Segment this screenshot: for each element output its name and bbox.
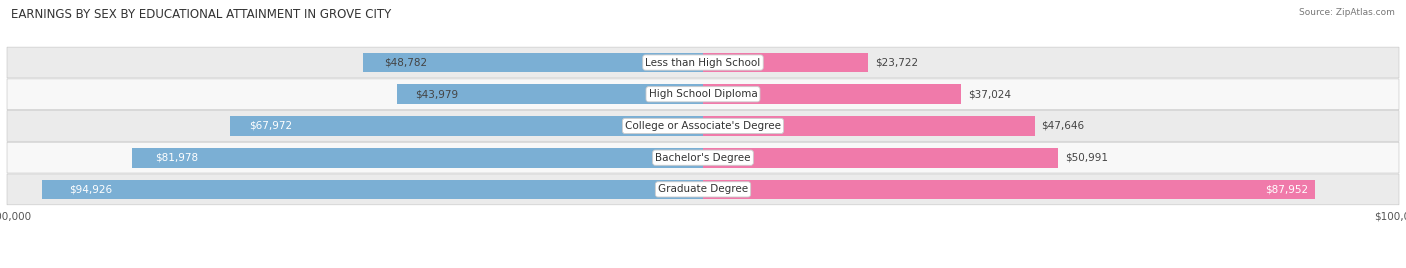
- Text: $67,972: $67,972: [249, 121, 292, 131]
- Text: $43,979: $43,979: [415, 89, 458, 99]
- FancyBboxPatch shape: [7, 79, 1399, 110]
- Text: $50,991: $50,991: [1064, 153, 1108, 163]
- Bar: [703, 148, 1057, 168]
- Text: $48,782: $48,782: [384, 58, 427, 68]
- Text: High School Diploma: High School Diploma: [648, 89, 758, 99]
- Bar: [364, 53, 703, 72]
- Text: EARNINGS BY SEX BY EDUCATIONAL ATTAINMENT IN GROVE CITY: EARNINGS BY SEX BY EDUCATIONAL ATTAINMEN…: [11, 8, 391, 21]
- Bar: [396, 84, 703, 104]
- Bar: [703, 53, 868, 72]
- Bar: [231, 116, 703, 136]
- Text: Graduate Degree: Graduate Degree: [658, 184, 748, 194]
- Text: $23,722: $23,722: [875, 58, 918, 68]
- Text: Less than High School: Less than High School: [645, 58, 761, 68]
- Text: $81,978: $81,978: [155, 153, 198, 163]
- FancyBboxPatch shape: [7, 142, 1399, 173]
- FancyBboxPatch shape: [7, 111, 1399, 141]
- Text: Source: ZipAtlas.com: Source: ZipAtlas.com: [1299, 8, 1395, 17]
- Text: College or Associate's Degree: College or Associate's Degree: [626, 121, 780, 131]
- Bar: [703, 116, 1035, 136]
- Bar: [42, 180, 703, 199]
- Text: $37,024: $37,024: [967, 89, 1011, 99]
- Text: $47,646: $47,646: [1042, 121, 1084, 131]
- Bar: [703, 84, 960, 104]
- Bar: [703, 180, 1315, 199]
- FancyBboxPatch shape: [7, 174, 1399, 205]
- Text: Bachelor's Degree: Bachelor's Degree: [655, 153, 751, 163]
- Text: $94,926: $94,926: [69, 184, 112, 194]
- Text: $87,952: $87,952: [1265, 184, 1308, 194]
- FancyBboxPatch shape: [7, 47, 1399, 78]
- Bar: [132, 148, 703, 168]
